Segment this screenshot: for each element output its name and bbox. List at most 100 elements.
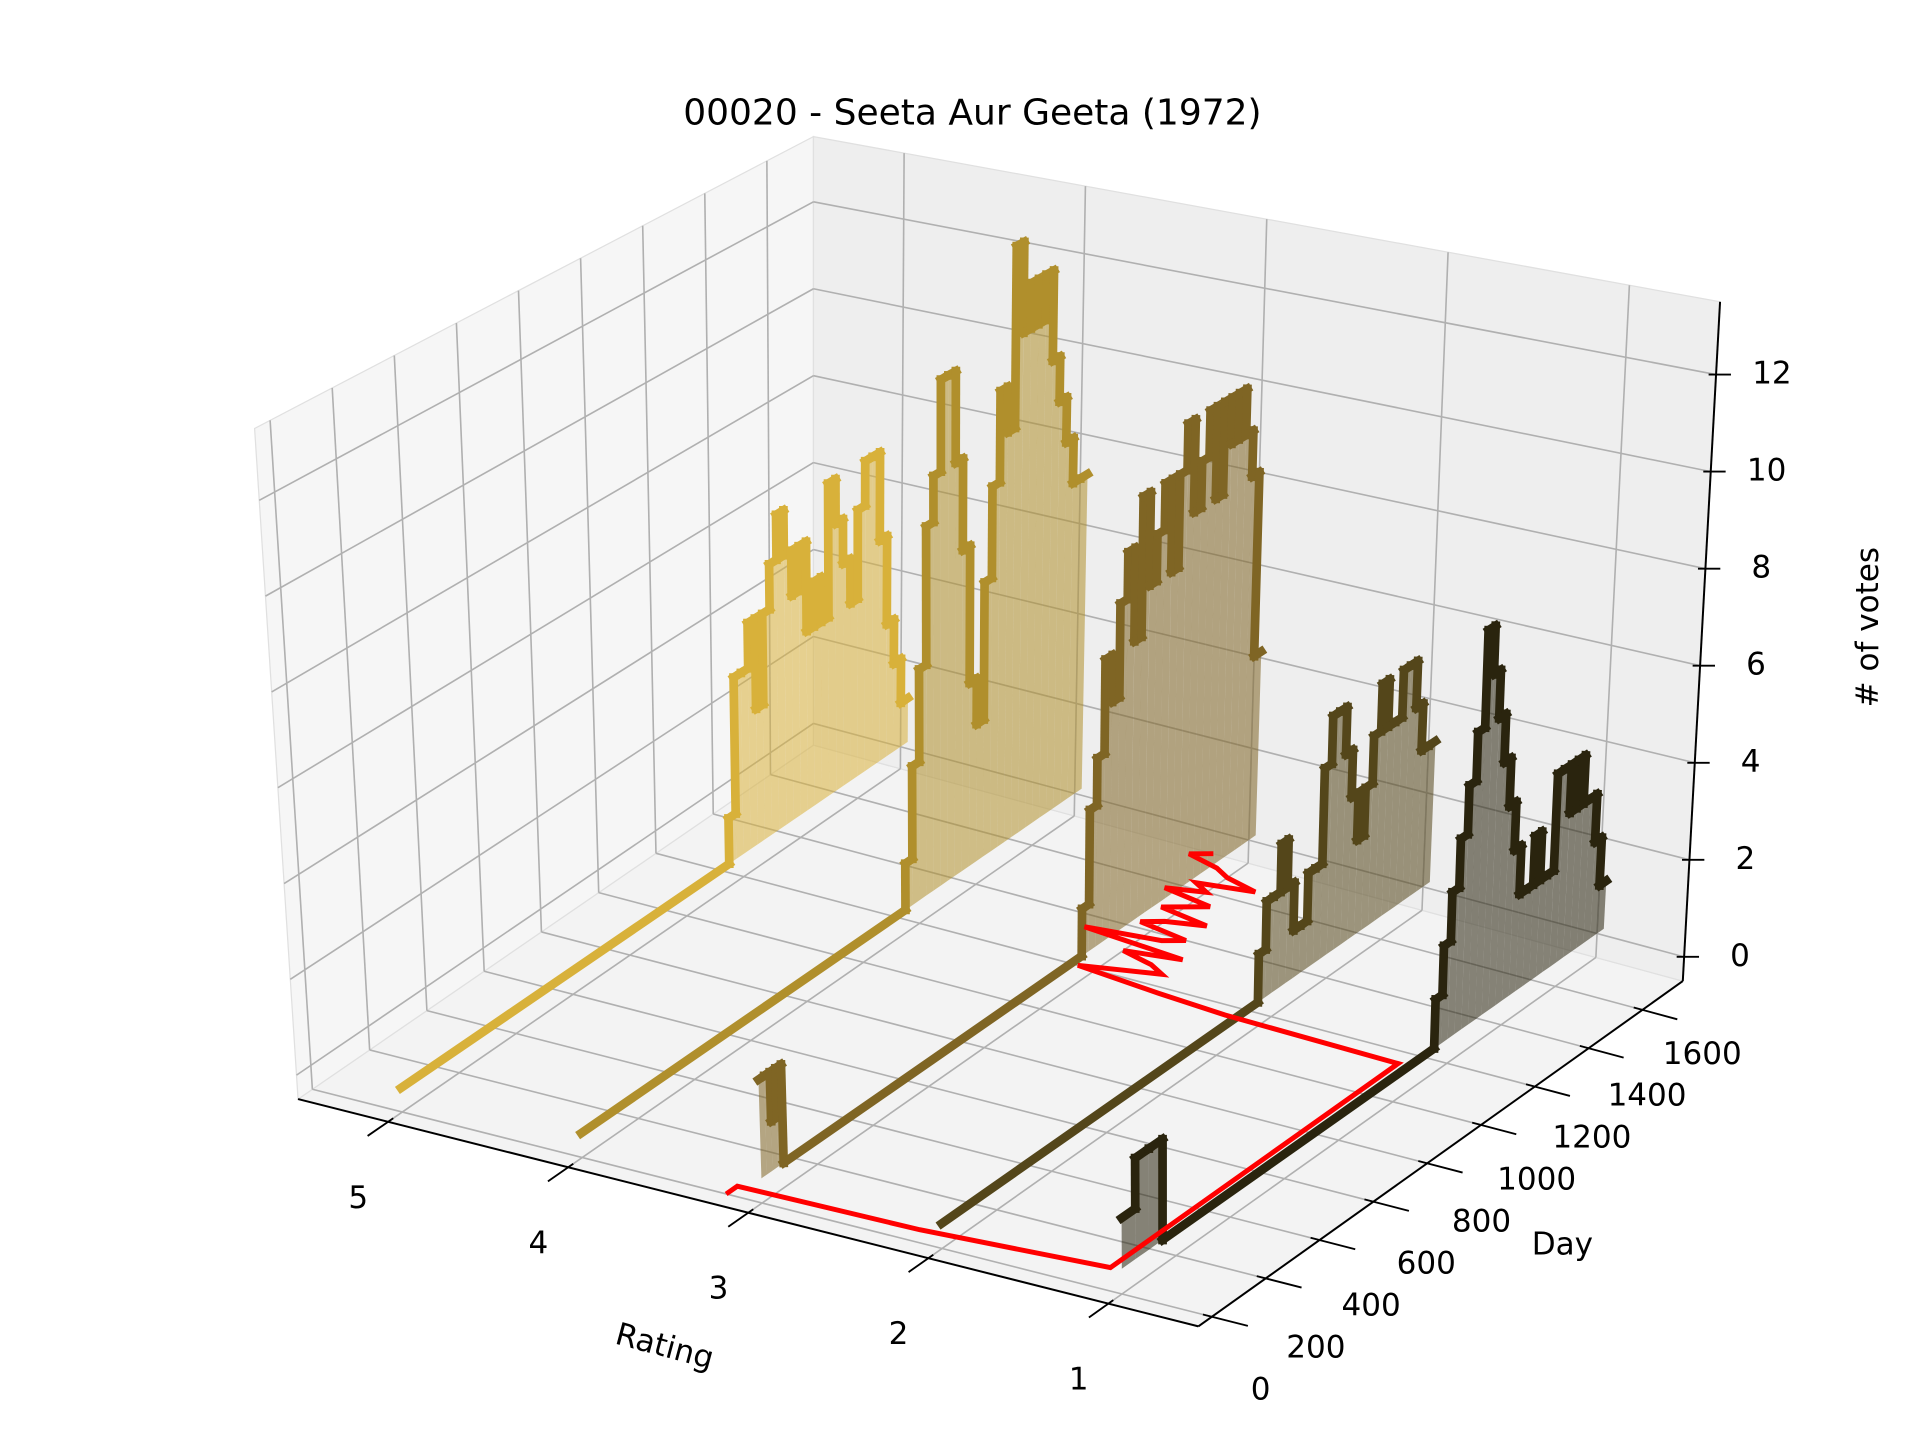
step-riser [1565, 760, 1577, 818]
step-fill [1200, 406, 1218, 874]
series [575, 236, 1094, 1140]
step-riser [1437, 941, 1449, 1000]
step-fill [843, 558, 851, 786]
step-fill [1361, 783, 1373, 931]
step-riser [1019, 237, 1029, 338]
step-fill [1165, 567, 1179, 899]
step-fill [1116, 599, 1128, 932]
step-riser [1196, 456, 1207, 513]
step-riser [1137, 492, 1149, 642]
grid-line [426, 1009, 1320, 1241]
tick-mark [1418, 1160, 1463, 1174]
x-tick-label: 2 [889, 1316, 909, 1352]
step-riser [1341, 702, 1352, 759]
mean-line [724, 851, 1404, 1271]
grid-line [258, 201, 814, 502]
step-fill [1374, 679, 1390, 921]
y-tick-label: 600 [1397, 1246, 1456, 1282]
grid-line [265, 288, 814, 597]
step-riser [1454, 834, 1466, 893]
step-riser [743, 618, 753, 673]
step-riser [995, 386, 1005, 487]
grid-line [813, 201, 1717, 376]
step-riser [1429, 995, 1441, 1053]
step-fill [1193, 457, 1210, 879]
step-riser [801, 537, 811, 636]
step-riser [1572, 755, 1584, 813]
step-fill [1488, 713, 1507, 1011]
step-fill [1416, 745, 1429, 892]
step-riser [1446, 887, 1457, 946]
step-fill [769, 559, 780, 835]
y-tick-label: 1000 [1497, 1162, 1576, 1198]
grid-line [641, 225, 657, 854]
step-riser [1480, 625, 1494, 733]
tick-mark [1256, 1275, 1302, 1289]
z-tick-label: 2 [1735, 841, 1755, 877]
grid-line [312, 1088, 1213, 1318]
step-riser [1261, 897, 1272, 954]
step-riser [1253, 949, 1264, 1007]
step-fill [835, 519, 844, 791]
step-fill [1227, 388, 1248, 855]
step-riser [1068, 433, 1079, 488]
step-fill [1151, 529, 1165, 908]
step-fill [1271, 892, 1281, 993]
step-riser [1276, 839, 1287, 897]
step-fill [1454, 834, 1468, 1035]
step-fill [940, 375, 949, 886]
step-fill [1542, 870, 1554, 972]
step-fill [1515, 889, 1527, 991]
x-tick-label: 4 [528, 1225, 548, 1261]
step-fill [1179, 419, 1196, 889]
step-fill [1395, 665, 1412, 907]
step-fill [1158, 479, 1173, 903]
step-riser [1352, 788, 1364, 845]
step-fill [947, 371, 956, 881]
step-fill [1207, 494, 1224, 870]
step-riser [1129, 543, 1141, 646]
tick-mark [1310, 1236, 1356, 1251]
y-axis-label: Day [1532, 1227, 1593, 1263]
step-fill [1536, 875, 1547, 977]
step-riser [1594, 832, 1607, 891]
z-axis-line [1681, 301, 1722, 982]
step-riser [1218, 397, 1230, 499]
z-tick-label: 6 [1746, 647, 1766, 683]
step-riser [750, 614, 761, 714]
z-tick-label: 10 [1747, 453, 1787, 489]
x-tick-label: 5 [348, 1180, 368, 1216]
step-line [1074, 468, 1094, 485]
step-riser [1084, 805, 1095, 909]
step-fill [1109, 697, 1120, 937]
step-line [935, 996, 1264, 1230]
step-riser [987, 482, 997, 583]
step-riser [1499, 709, 1511, 767]
step-riser [1247, 426, 1258, 482]
y-tick-label: 800 [1452, 1204, 1511, 1240]
step-fill [740, 668, 751, 854]
step-line [1248, 645, 1268, 663]
step-fill [1312, 863, 1323, 964]
step-fill [1074, 474, 1088, 794]
step-fill [1402, 660, 1419, 902]
step-riser [1061, 392, 1072, 447]
step-riser [1347, 745, 1358, 802]
step-riser [1055, 352, 1065, 407]
step-riser [729, 673, 741, 818]
y-axis-line [1197, 980, 1684, 1328]
z-tick-label: 0 [1730, 938, 1750, 974]
z-tick-label: 12 [1752, 356, 1792, 392]
grid-line [393, 355, 428, 1011]
step-riser [1183, 419, 1193, 475]
step-fill [1032, 319, 1046, 823]
step-fill [1326, 711, 1341, 955]
step-riser [757, 609, 768, 709]
step-fill [1447, 887, 1460, 1039]
step-fill [1039, 270, 1055, 818]
step-fill [1381, 722, 1396, 916]
step-fill [1468, 727, 1486, 1025]
step-fill [1172, 470, 1188, 894]
grid-line [579, 258, 600, 893]
